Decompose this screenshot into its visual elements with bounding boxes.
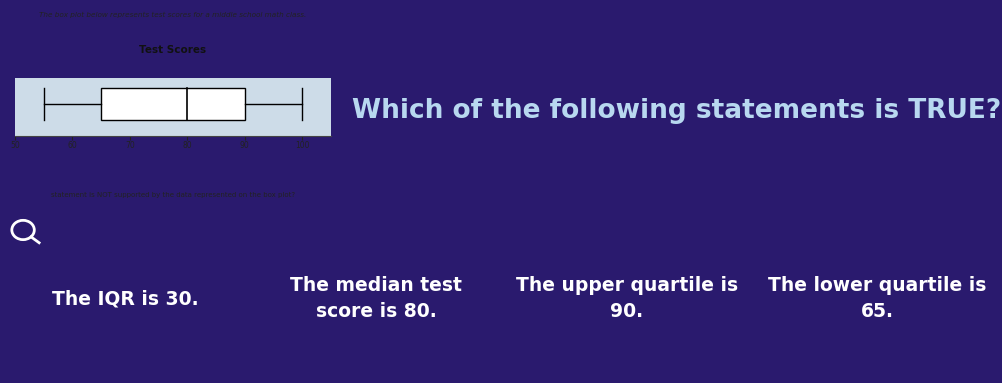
Text: Test Scores: Test Scores xyxy=(139,45,206,55)
Text: The upper quartile is
90.: The upper quartile is 90. xyxy=(515,276,737,321)
Text: statement is NOT supported by the data represented on the box plot?: statement is NOT supported by the data r… xyxy=(51,192,295,198)
Text: The IQR is 30.: The IQR is 30. xyxy=(52,289,198,308)
Text: Which of the following statements is TRUE?: Which of the following statements is TRU… xyxy=(352,98,1001,124)
Text: The box plot below represents test scores for a middle school math class.: The box plot below represents test score… xyxy=(39,12,307,18)
Text: The lower quartile is
65.: The lower quartile is 65. xyxy=(768,276,986,321)
FancyBboxPatch shape xyxy=(101,88,244,120)
Text: The median test
score is 80.: The median test score is 80. xyxy=(290,276,462,321)
